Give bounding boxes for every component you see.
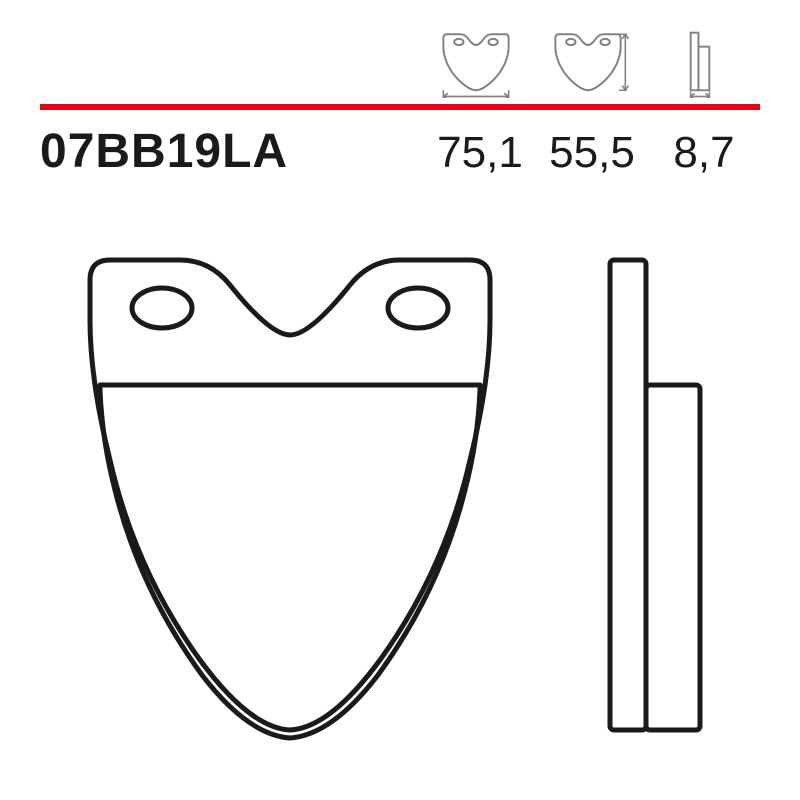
thickness-value: 8,7 <box>648 128 760 178</box>
pad-thickness-icon <box>652 28 748 98</box>
header-values-row: 07BB19LA 75,1 55,5 8,7 <box>40 124 760 179</box>
brake-pad-drawing <box>70 230 730 750</box>
pad-height-icon <box>540 28 636 98</box>
separator-line <box>40 104 760 110</box>
part-number: 07BB19LA <box>40 124 288 179</box>
dimension-icons-row <box>428 28 748 98</box>
width-value: 75,1 <box>424 128 536 178</box>
thickness-dimension-icon <box>652 28 748 98</box>
pad-width-icon <box>428 28 524 98</box>
spec-sheet: 07BB19LA 75,1 55,5 8,7 <box>0 0 800 800</box>
width-dimension-icon <box>428 28 524 98</box>
height-dimension-icon <box>540 28 636 98</box>
technical-drawing <box>70 230 730 750</box>
height-value: 55,5 <box>536 128 648 178</box>
